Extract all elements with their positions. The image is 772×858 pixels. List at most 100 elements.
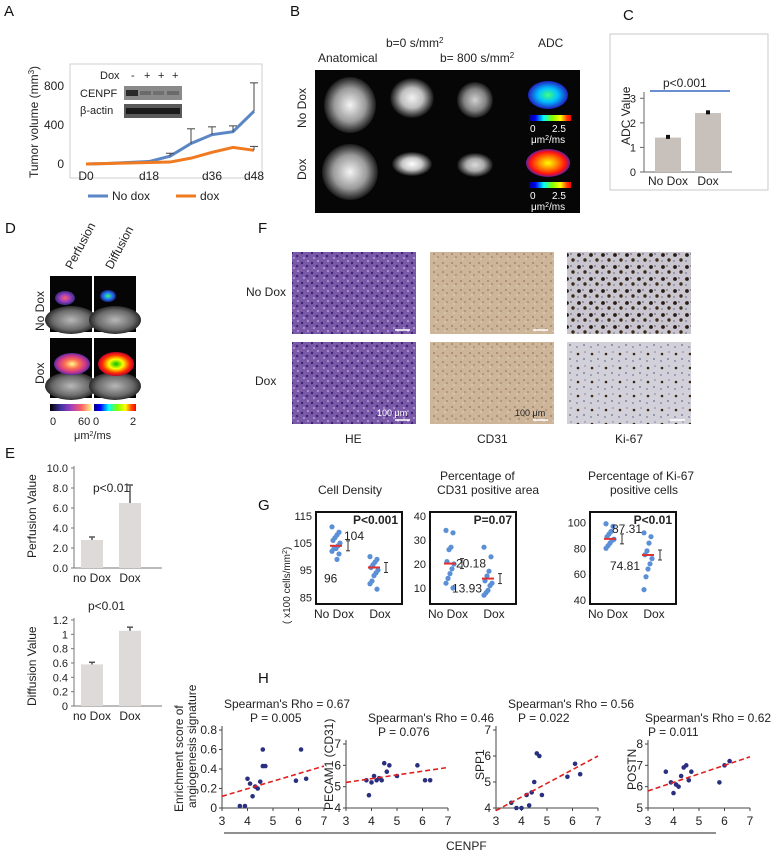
g-ylabel: ( x100 cells/mm2): [282, 547, 294, 624]
panel-f: F No Dox Dox 100 μm 100 μm HE CD31 Ki-67: [246, 220, 691, 446]
h2-point: [379, 777, 385, 783]
a-legend-dox: dox: [200, 189, 219, 203]
g2-point-nodox: [443, 580, 449, 586]
b-col-b800: b= 800 s/mm2: [440, 51, 515, 66]
a-western-row-cenpf: CENPF: [80, 88, 118, 100]
c-bar-chart: 0 1 2 3 No Dox Dox: [630, 90, 732, 188]
f-col-ki67: Ki-67: [615, 432, 643, 446]
h2-ytick: 4: [334, 801, 341, 815]
d-scale-tick-0: 0: [50, 416, 56, 428]
a-western-lane-4: +: [172, 70, 178, 82]
g-cell-density-chart: 85 95 105 115 P<0.001 104 96 No Dox Dox: [294, 511, 403, 621]
e1-xtick: no Dox: [73, 571, 111, 585]
g3-mean-label-nodox: 87.31: [612, 522, 642, 536]
b-anatomical-dox-image: [322, 144, 378, 200]
h4-xtick: 6: [721, 814, 728, 828]
h1-p: P = 0.005: [250, 711, 302, 725]
e-perfusion-chart: 0.0 2.0 4.0 6.0 8.0 10.0 no Dox Dox: [47, 463, 162, 585]
g3-point-nodox: [603, 521, 609, 527]
h3-ytick: 7: [484, 723, 491, 737]
h4-point: [727, 758, 732, 764]
g1-ytick: 95: [300, 565, 312, 577]
h2-point: [369, 780, 374, 785]
h3-ytick: 6: [484, 749, 491, 763]
d-perfusion-colorbar: [50, 404, 92, 411]
g1-point-nodox: [336, 551, 342, 557]
h1-point: [237, 803, 243, 809]
g1-ytick: 115: [294, 511, 312, 523]
h2-point: [422, 777, 428, 783]
h1-fit-line: [221, 765, 325, 798]
g3-mean-label-dox: 74.81: [610, 559, 640, 573]
g-cd31-chart: 10 20 30 40 P=0.07 20.18 13.93 No Dox Dox: [414, 511, 517, 621]
e1-ytick: 6.0: [53, 503, 68, 515]
panel-label-e: E: [5, 445, 15, 462]
g2-frame: [429, 511, 517, 605]
h4-xtick: 5: [696, 814, 703, 828]
b-col-adc: ADC: [538, 36, 564, 50]
b-scale-lo-1: 0: [530, 124, 536, 135]
h3-ylabel: SPP1: [473, 749, 487, 780]
h2-p: P = 0.076: [378, 725, 430, 739]
panel-c: C ADC Value p<0.001 0 1 2 3 No Dox Dox: [609, 7, 769, 191]
h1-point: [298, 747, 304, 752]
h2-xtick: 7: [445, 814, 452, 828]
e2-ytick: 1.2: [53, 615, 68, 627]
g3-point-dox: [644, 548, 650, 554]
g3-point-nodox: [603, 545, 609, 551]
d-scale-unit: μm2/ms: [74, 430, 112, 442]
g2-point-dox: [481, 544, 487, 550]
h3-point: [539, 792, 545, 798]
g1-point-dox: [371, 573, 377, 579]
panel-label-h: H: [258, 670, 269, 687]
h1-rho: Spearman's Rho = 0.67: [224, 697, 350, 711]
h3-xtick: 5: [544, 814, 551, 828]
f-ki67-dox-image: [567, 342, 691, 424]
h3-point: [519, 805, 524, 811]
h3-xtick: 7: [595, 814, 602, 828]
e1-pvalue: p<0.01: [93, 481, 130, 495]
f-he-nodox-image: [292, 252, 416, 334]
h1-xtick: 5: [270, 814, 277, 828]
h2-point: [427, 777, 433, 783]
g1-point-nodox: [329, 524, 335, 530]
h2-xtick: 6: [419, 814, 426, 828]
b-adc-colorbar-1: [529, 115, 571, 121]
a-xtick: D0: [78, 169, 94, 183]
panel-label-d: D: [5, 220, 16, 237]
g1-point-nodox: [334, 556, 340, 562]
c-ytick: 1: [630, 142, 636, 154]
h3-point: [526, 803, 532, 808]
b-col-b0: b=0 s/mm2: [386, 36, 444, 51]
d-col-diffusion: Diffusion: [102, 224, 136, 272]
b-adc-colorbar-2: [529, 182, 571, 188]
g2-ytick: 40: [414, 511, 426, 523]
g3-xtick: Dox: [643, 607, 664, 621]
e2-ytick: 0.4: [53, 672, 68, 684]
h1-ylabel2: angiogenesis signature: [185, 684, 199, 808]
e1-ytick: 4.0: [53, 523, 68, 535]
g1-point-nodox: [330, 537, 336, 543]
h3-point: [572, 761, 578, 767]
b-scale-hi-1: 2.5: [552, 124, 566, 135]
h2-fit-line: [345, 766, 449, 784]
g1-point-dox: [374, 586, 380, 592]
g2-pvalue: P=0.07: [474, 513, 513, 527]
a-legend-nodox: No dox: [112, 189, 150, 203]
b-row-dox: Dox: [295, 159, 309, 180]
h4-point: [717, 780, 722, 785]
f-he-dox-image: [292, 342, 416, 424]
g3-title2: positive cells: [610, 483, 678, 497]
g2-ytick: 20: [414, 559, 426, 571]
c-pvalue: p<0.001: [663, 76, 707, 90]
d-diffusion-colorbar: [94, 404, 136, 411]
b-adc-dox-image: [526, 149, 570, 177]
e1-ytick: 10.0: [47, 463, 68, 475]
g3-xtick: No Dox: [588, 607, 628, 621]
g2-point-nodox: [449, 566, 455, 572]
g3-point-dox: [641, 587, 647, 593]
h3-p: P = 0.022: [518, 711, 570, 725]
g3-pvalue: P<0.01: [634, 513, 673, 527]
g3-ytick: 40: [574, 595, 586, 607]
